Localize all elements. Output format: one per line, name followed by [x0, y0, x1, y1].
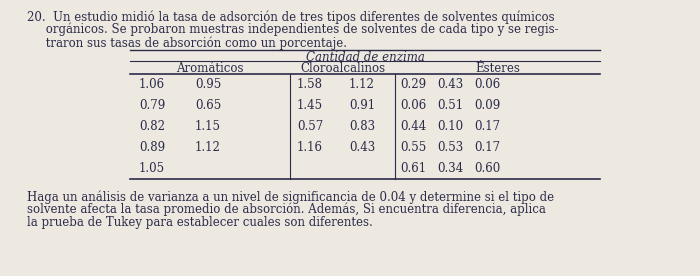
- Text: 0.09: 0.09: [474, 99, 500, 112]
- Text: 1.12: 1.12: [349, 78, 375, 91]
- Text: Cantidad de enzima: Cantidad de enzima: [306, 51, 424, 64]
- Text: 0.06: 0.06: [400, 99, 426, 112]
- Text: 20.  Un estudio midió la tasa de adsorción de tres tipos diferentes de solventes: 20. Un estudio midió la tasa de adsorció…: [27, 10, 554, 23]
- Text: 1.15: 1.15: [195, 120, 221, 133]
- Text: Ésteres: Ésteres: [475, 62, 520, 75]
- Text: solvente afecta la tasa promedio de absorción. Además, Si encuentra diferencia, : solvente afecta la tasa promedio de abso…: [27, 203, 546, 216]
- Text: 0.61: 0.61: [400, 162, 426, 175]
- Text: 0.43: 0.43: [437, 78, 463, 91]
- Text: 0.57: 0.57: [297, 120, 323, 133]
- Text: 0.95: 0.95: [195, 78, 221, 91]
- Text: 0.83: 0.83: [349, 120, 375, 133]
- Text: 0.06: 0.06: [474, 78, 500, 91]
- Text: Cloroalcalinos: Cloroalcalinos: [300, 62, 385, 75]
- Text: 0.79: 0.79: [139, 99, 165, 112]
- Text: 0.89: 0.89: [139, 141, 165, 154]
- Text: traron sus tasas de absorción como un porcentaje.: traron sus tasas de absorción como un po…: [27, 36, 347, 49]
- Text: 1.06: 1.06: [139, 78, 165, 91]
- Text: 0.82: 0.82: [139, 120, 165, 133]
- Text: 0.51: 0.51: [437, 99, 463, 112]
- Text: 0.29: 0.29: [400, 78, 426, 91]
- Text: 0.34: 0.34: [437, 162, 463, 175]
- Text: 0.43: 0.43: [349, 141, 375, 154]
- Text: 0.17: 0.17: [474, 141, 500, 154]
- Text: 0.60: 0.60: [474, 162, 500, 175]
- Text: orgánicos. Se probaron muestras independientes de solventes de cada tipo y se re: orgánicos. Se probaron muestras independ…: [27, 23, 559, 36]
- Text: la prueba de Tukey para establecer cuales son diferentes.: la prueba de Tukey para establecer cuale…: [27, 216, 372, 229]
- Text: 1.12: 1.12: [195, 141, 221, 154]
- Text: 0.44: 0.44: [400, 120, 426, 133]
- Text: Haga un análisis de varianza a un nivel de significancia de 0.04 y determine si : Haga un análisis de varianza a un nivel …: [27, 190, 554, 203]
- Text: 0.53: 0.53: [437, 141, 463, 154]
- Text: 1.16: 1.16: [297, 141, 323, 154]
- Text: 1.58: 1.58: [297, 78, 323, 91]
- Text: Aromáticos: Aromáticos: [176, 62, 244, 75]
- Text: 0.65: 0.65: [195, 99, 221, 112]
- Text: 0.91: 0.91: [349, 99, 375, 112]
- Text: 0.55: 0.55: [400, 141, 426, 154]
- Text: 1.05: 1.05: [139, 162, 165, 175]
- Text: 0.17: 0.17: [474, 120, 500, 133]
- Text: 1.45: 1.45: [297, 99, 323, 112]
- Text: 0.10: 0.10: [437, 120, 463, 133]
